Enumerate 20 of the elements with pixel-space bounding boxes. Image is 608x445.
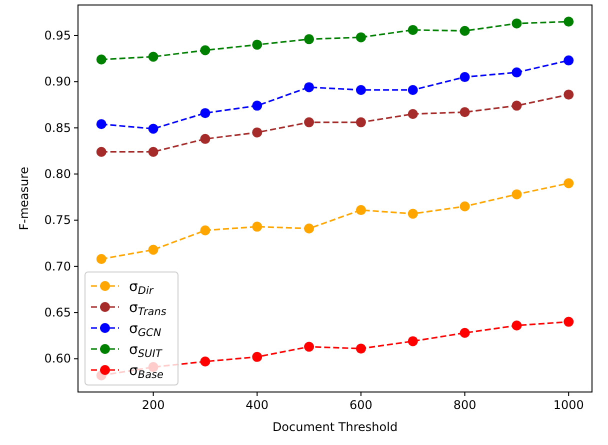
x-tick-label: 1000 [553, 398, 584, 412]
legend-label: σ$_{GCN}$ [129, 321, 162, 339]
x-tick-label: 600 [350, 398, 372, 412]
y-axis-title: F-measure [17, 166, 31, 230]
y-tick-label: 0.95 [44, 28, 71, 42]
y-tick-label: 0.65 [44, 306, 71, 320]
y-tick-label: 0.70 [44, 259, 71, 274]
legend-label: σ$_{Dir}$ [129, 279, 154, 297]
y-tick-label: 0.90 [44, 74, 71, 89]
legend-label: σ$_{Trans}$ [129, 300, 167, 318]
y-tick-label: 0.60 [44, 352, 71, 366]
y-tick-label: 0.80 [44, 167, 71, 182]
legend-label: σ$_{Base}$ [129, 363, 164, 381]
y-tick-label: 0.85 [44, 120, 71, 135]
x-tick-label: 200 [142, 398, 165, 412]
legend-label: σ$_{SUIT}$ [129, 342, 164, 360]
x-tick-label: 400 [246, 398, 269, 412]
x-tick-label: 800 [453, 398, 476, 412]
y-tick-label: 0.75 [44, 213, 71, 228]
x-axis-title: Document Threshold [272, 420, 398, 434]
